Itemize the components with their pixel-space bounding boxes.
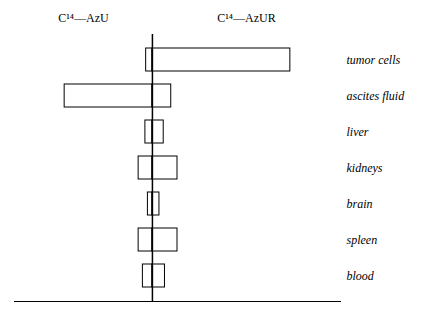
svg-text:tumor cells: tumor cells [347,53,401,67]
svg-text:ascites fluid: ascites fluid [347,89,406,103]
svg-text:brain: brain [347,197,373,211]
svg-text:blood: blood [347,269,375,283]
svg-text:C¹⁴—AzU: C¹⁴—AzU [58,11,109,25]
svg-text:kidneys: kidneys [347,161,383,175]
svg-text:liver: liver [347,125,369,139]
svg-text:spleen: spleen [347,233,378,247]
svg-text:C¹⁴—AzUR: C¹⁴—AzUR [217,11,275,25]
